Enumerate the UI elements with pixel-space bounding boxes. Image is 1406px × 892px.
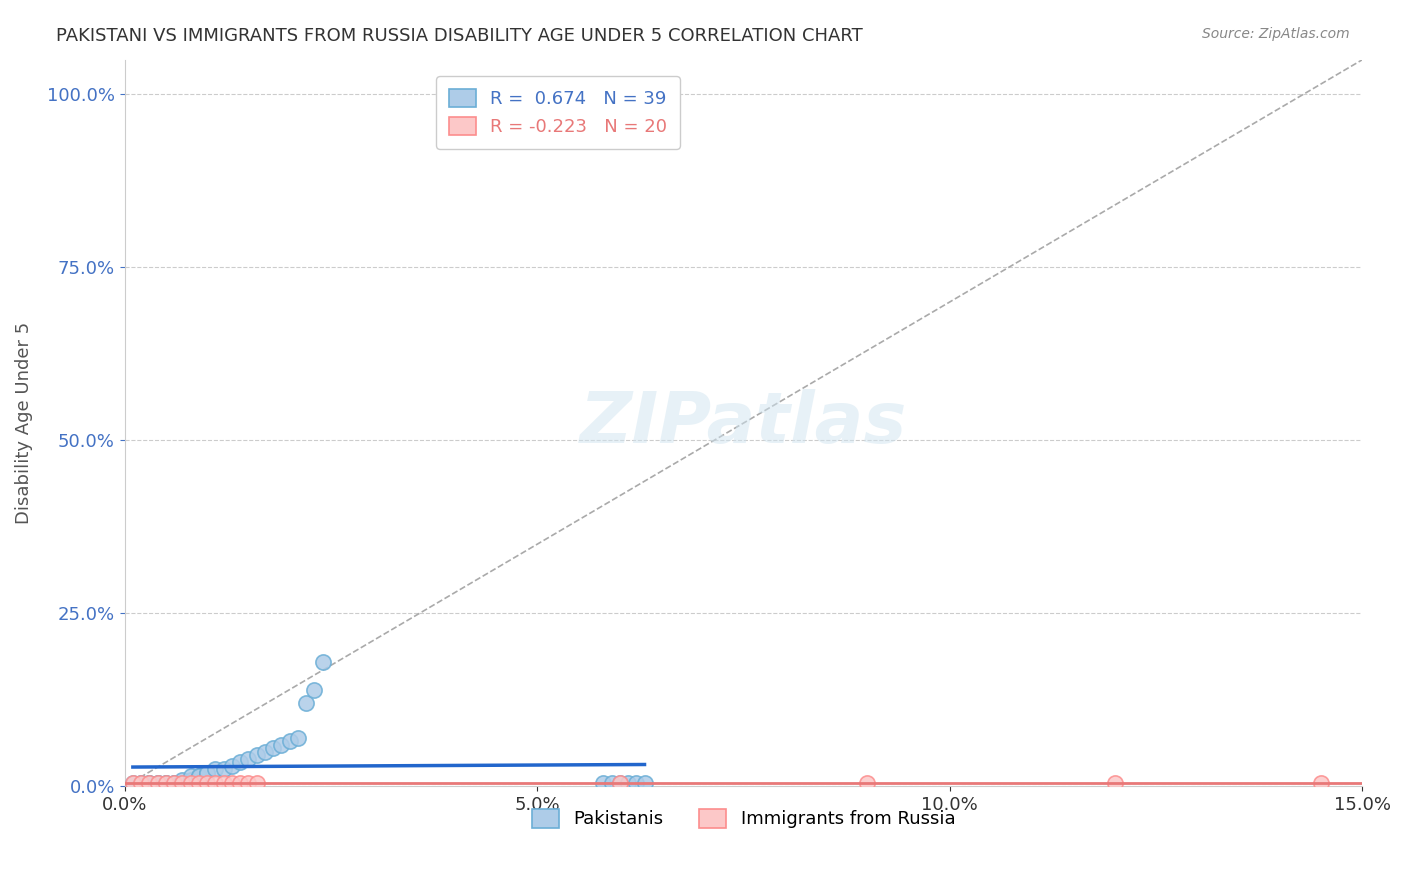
Point — [229, 776, 252, 790]
Point — [121, 776, 143, 790]
Point — [1310, 776, 1333, 790]
Point — [212, 762, 235, 776]
Point — [172, 776, 194, 790]
Point — [146, 776, 169, 790]
Point — [295, 697, 318, 711]
Point — [172, 772, 194, 787]
Point — [138, 776, 160, 790]
Point — [246, 776, 269, 790]
Point — [146, 776, 169, 790]
Point — [287, 731, 309, 745]
Point — [195, 776, 218, 790]
Point — [600, 776, 623, 790]
Point — [609, 776, 631, 790]
Point — [204, 776, 226, 790]
Text: ZIPatlas: ZIPatlas — [579, 389, 907, 458]
Point — [163, 776, 186, 790]
Point — [278, 734, 301, 748]
Point — [592, 776, 614, 790]
Point — [187, 769, 209, 783]
Point — [146, 776, 169, 790]
Point — [238, 776, 260, 790]
Point — [617, 776, 640, 790]
Point — [262, 741, 284, 756]
Point — [238, 752, 260, 766]
Point — [180, 772, 202, 787]
Point — [212, 776, 235, 790]
Point — [138, 776, 160, 790]
Point — [221, 776, 243, 790]
Point — [204, 762, 226, 776]
Point — [229, 756, 252, 770]
Point — [129, 776, 152, 790]
Point — [155, 776, 177, 790]
Point — [221, 758, 243, 772]
Point — [633, 776, 655, 790]
Point — [187, 769, 209, 783]
Point — [1104, 776, 1126, 790]
Text: Source: ZipAtlas.com: Source: ZipAtlas.com — [1202, 27, 1350, 41]
Point — [253, 745, 276, 759]
Point — [180, 769, 202, 783]
Point — [195, 765, 218, 780]
Point — [155, 776, 177, 790]
Point — [163, 776, 186, 790]
Point — [270, 738, 292, 752]
Point — [626, 776, 648, 790]
Legend: Pakistanis, Immigrants from Russia: Pakistanis, Immigrants from Russia — [524, 802, 963, 836]
Point — [121, 776, 143, 790]
Point — [129, 776, 152, 790]
Point — [304, 682, 326, 697]
Point — [172, 776, 194, 790]
Point — [155, 776, 177, 790]
Point — [180, 776, 202, 790]
Point — [609, 776, 631, 790]
Point — [311, 655, 333, 669]
Text: PAKISTANI VS IMMIGRANTS FROM RUSSIA DISABILITY AGE UNDER 5 CORRELATION CHART: PAKISTANI VS IMMIGRANTS FROM RUSSIA DISA… — [56, 27, 863, 45]
Point — [187, 776, 209, 790]
Point — [195, 765, 218, 780]
Point — [129, 776, 152, 790]
Point — [246, 748, 269, 763]
Point — [163, 776, 186, 790]
Point — [856, 776, 879, 790]
Y-axis label: Disability Age Under 5: Disability Age Under 5 — [15, 322, 32, 524]
Point — [138, 776, 160, 790]
